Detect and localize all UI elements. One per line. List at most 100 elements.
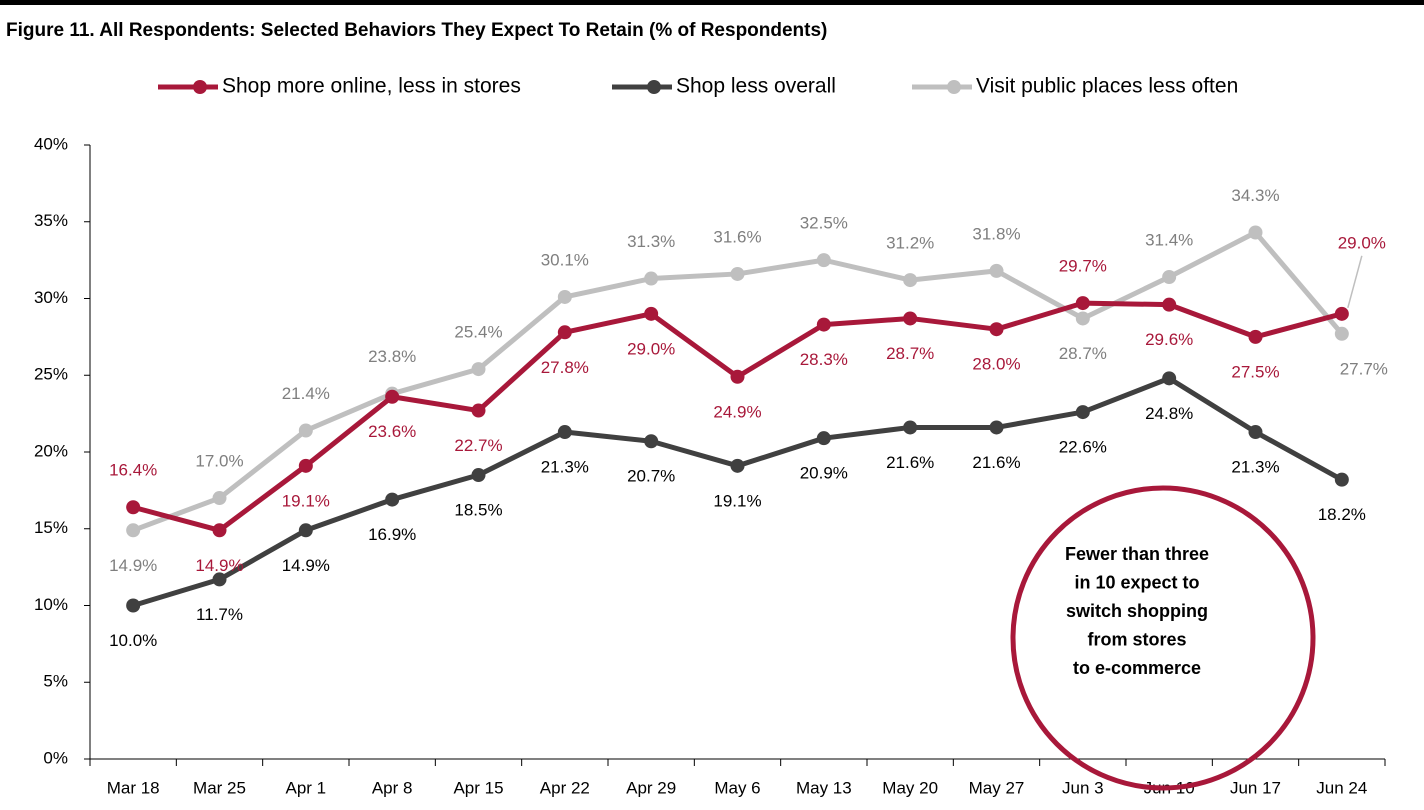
top-bar (0, 0, 1424, 5)
data-label: 21.6% (972, 453, 1020, 472)
x-tick-label: Mar 25 (193, 778, 246, 797)
data-label: 16.9% (368, 525, 416, 544)
data-point (557, 425, 572, 440)
data-label: 27.7% (1340, 359, 1388, 378)
data-label: 19.1% (713, 491, 761, 510)
x-tick-label: Apr 15 (453, 778, 503, 797)
data-label: 20.9% (800, 464, 848, 483)
data-label: 23.6% (368, 422, 416, 441)
data-label: 28.0% (972, 355, 1020, 374)
data-label: 19.1% (282, 491, 330, 510)
data-point (1162, 270, 1177, 285)
data-label: 20.7% (627, 467, 675, 486)
x-tick-label: Apr 22 (540, 778, 590, 797)
data-point (298, 523, 313, 538)
data-label: 22.7% (454, 436, 502, 455)
data-point (471, 468, 486, 483)
data-point (1075, 296, 1090, 311)
y-tick-label: 15% (34, 518, 68, 537)
legend-label: Shop less overall (676, 75, 836, 98)
data-label: 31.6% (713, 227, 761, 246)
data-label: 11.7% (196, 605, 243, 624)
data-label: 22.6% (1059, 438, 1107, 457)
data-point (1248, 425, 1263, 440)
data-point (1162, 297, 1177, 312)
data-label: 10.0% (109, 631, 157, 650)
data-label: 29.0% (1338, 233, 1386, 252)
x-tick-label: Mar 18 (107, 778, 160, 797)
y-tick-label: 10% (34, 595, 68, 614)
data-label: 31.8% (972, 224, 1020, 243)
annotation-text: switch shopping (1066, 601, 1208, 621)
data-label: 21.3% (1231, 458, 1279, 477)
data-point (816, 317, 831, 332)
data-point (1248, 329, 1263, 344)
legend-label: Shop more online, less in stores (222, 75, 521, 98)
y-tick-label: 20% (34, 441, 68, 460)
annotation-circle (1010, 485, 1316, 791)
data-point (212, 572, 227, 587)
chart-title: Figure 11. All Respondents: Selected Beh… (6, 20, 827, 41)
data-label: 18.2% (1318, 505, 1366, 524)
data-point (298, 423, 313, 438)
data-point (730, 266, 745, 281)
data-label: 24.8% (1145, 404, 1193, 423)
data-label: 16.4% (109, 461, 157, 480)
x-tick-label: May 13 (796, 778, 852, 797)
data-point (212, 523, 227, 538)
data-point (298, 458, 313, 473)
legend-marker (193, 80, 207, 94)
data-label: 29.7% (1059, 257, 1107, 276)
data-point (903, 273, 918, 288)
data-label: 27.5% (1231, 362, 1279, 381)
x-tick-label: Jun 24 (1316, 778, 1367, 797)
data-label: 27.8% (541, 358, 589, 377)
x-tick-label: Apr 29 (626, 778, 676, 797)
data-label: 25.4% (454, 323, 502, 342)
legend-marker (647, 80, 661, 94)
data-point (903, 311, 918, 326)
data-label: 24.9% (713, 402, 761, 421)
y-tick-label: 5% (43, 672, 68, 691)
data-label: 21.4% (282, 384, 330, 403)
data-label: 34.3% (1231, 186, 1279, 205)
data-point (212, 491, 227, 506)
data-label: 28.7% (886, 344, 934, 363)
annotation-text: in 10 expect to (1074, 572, 1199, 592)
data-label: 28.3% (800, 350, 848, 369)
data-point (471, 403, 486, 418)
data-point (903, 420, 918, 435)
data-label: 23.8% (368, 347, 416, 366)
data-label: 28.7% (1059, 344, 1107, 363)
data-point (644, 306, 659, 321)
y-tick-label: 40% (34, 134, 68, 153)
x-tick-label: May 6 (714, 778, 760, 797)
data-point (126, 523, 141, 538)
annotation-text: from stores (1087, 629, 1186, 649)
data-point (989, 420, 1004, 435)
x-tick-label: Apr 1 (286, 778, 327, 797)
data-label: 31.3% (627, 232, 675, 251)
x-tick-label: Jun 3 (1062, 778, 1104, 797)
data-label: 32.5% (800, 214, 848, 233)
data-point (644, 271, 659, 286)
data-label: 31.4% (1145, 230, 1193, 249)
x-tick-label: Apr 8 (372, 778, 413, 797)
data-point (989, 322, 1004, 337)
data-label: 21.6% (886, 453, 934, 472)
legend-label: Visit public places less often (976, 75, 1238, 98)
data-point (816, 431, 831, 446)
data-label: 31.2% (886, 234, 934, 253)
y-tick-label: 25% (34, 365, 68, 384)
data-label: 21.3% (541, 458, 589, 477)
data-point (557, 289, 572, 304)
data-label: 29.0% (627, 339, 675, 358)
data-point (1075, 311, 1090, 326)
data-point (1075, 405, 1090, 420)
x-tick-label: May 20 (882, 778, 938, 797)
data-point (557, 325, 572, 340)
y-tick-label: 30% (34, 288, 68, 307)
data-label: 18.5% (454, 501, 502, 520)
